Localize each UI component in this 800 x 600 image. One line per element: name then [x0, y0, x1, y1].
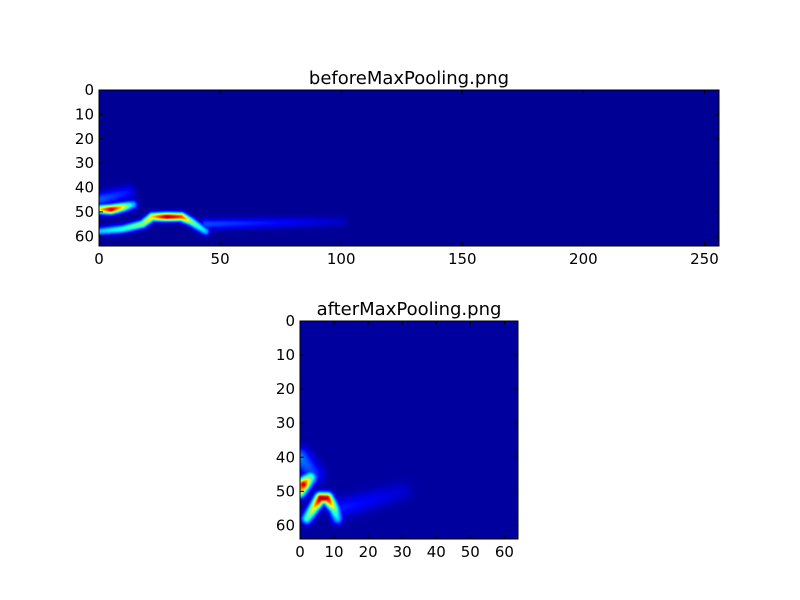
x-tick-label: 100: [327, 250, 356, 268]
y-tick-label: 20: [75, 130, 94, 148]
y-tick-label: 60: [75, 227, 94, 245]
y-tick-label: 60: [276, 516, 295, 534]
axes-frame: [299, 320, 519, 540]
x-tick-label: 60: [495, 543, 514, 561]
y-tick-label: 0: [285, 312, 295, 330]
x-tick-label: 40: [427, 543, 446, 561]
chart-title: afterMaxPooling.png: [317, 299, 502, 320]
x-tick-label: 250: [690, 250, 719, 268]
y-tick-label: 10: [75, 105, 94, 123]
x-tick-label: 20: [359, 543, 378, 561]
y-tick-label: 30: [75, 154, 94, 172]
y-tick-label: 0: [84, 81, 94, 99]
y-tick-label: 30: [276, 414, 295, 432]
y-tick-label: 40: [75, 179, 94, 197]
x-tick-label: 150: [448, 250, 477, 268]
y-tick-label: 20: [276, 380, 295, 398]
y-tick-label: 40: [276, 448, 295, 466]
y-tick-label: 50: [75, 203, 94, 221]
chart-title: beforeMaxPooling.png: [309, 68, 509, 89]
x-tick-label: 10: [325, 543, 344, 561]
x-tick-label: 0: [94, 250, 104, 268]
x-tick-label: 30: [393, 543, 412, 561]
x-tick-label: 50: [461, 543, 480, 561]
y-tick-label: 10: [276, 346, 295, 364]
x-tick-label: 200: [569, 250, 598, 268]
axes-frame: [98, 89, 720, 247]
heatmap-image: [99, 90, 719, 246]
x-tick-label: 50: [211, 250, 230, 268]
heatmap-image: [300, 321, 518, 539]
heatmap-panel-1: beforeMaxPooling.png 0 50 100 150 200 250 0 10 20…: [75, 68, 720, 268]
x-tick-label: 0: [295, 543, 305, 561]
y-tick-label: 50: [276, 482, 295, 500]
